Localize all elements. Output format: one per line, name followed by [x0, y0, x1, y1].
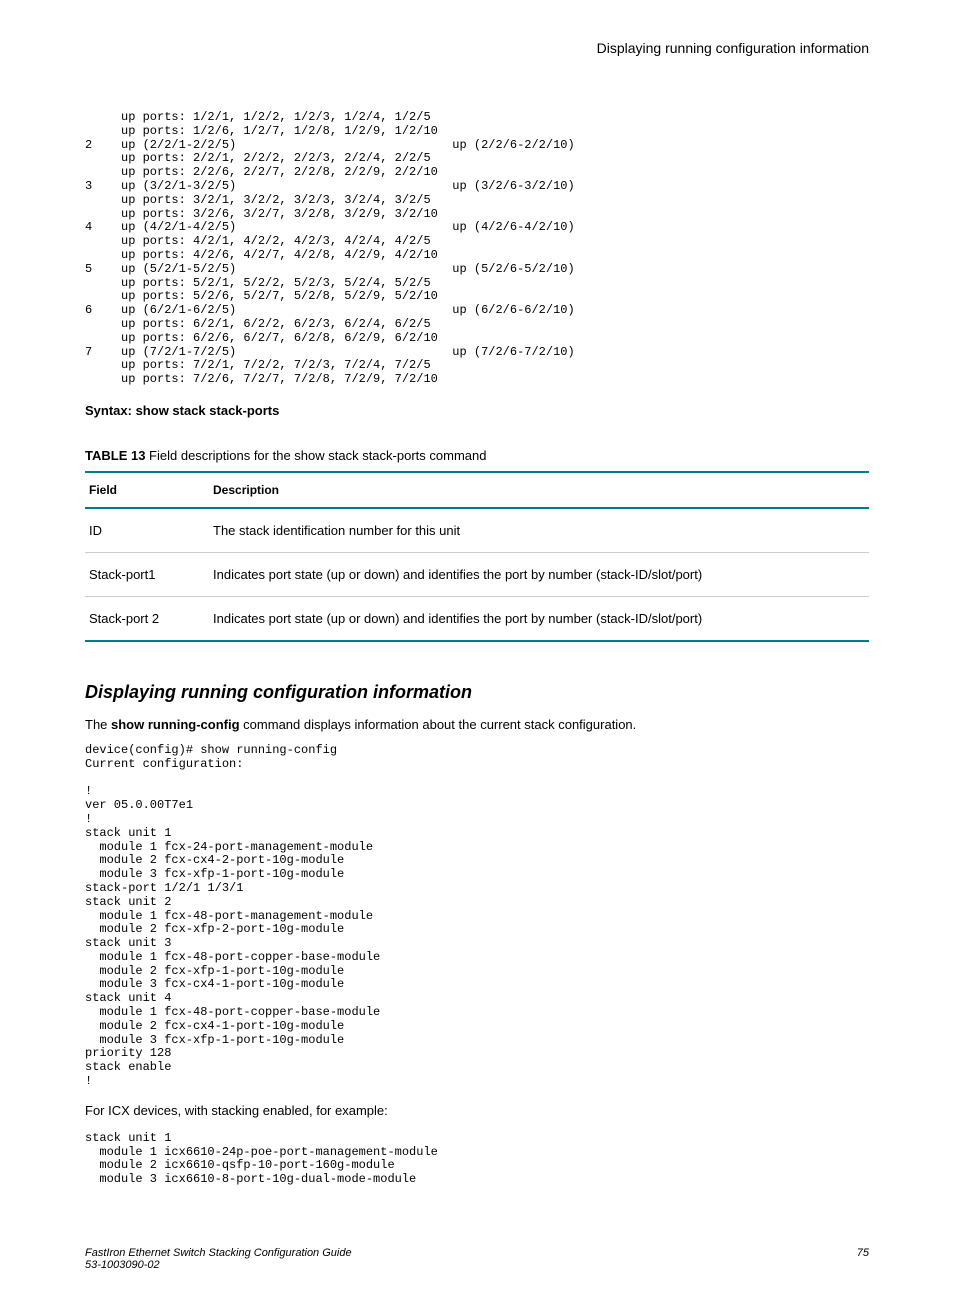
cell-field: Stack-port1: [85, 552, 209, 596]
icx-output: stack unit 1 module 1 icx6610-24p-poe-po…: [85, 1132, 869, 1187]
footer-doc-title: FastIron Ethernet Switch Stacking Config…: [85, 1247, 352, 1259]
table-row: ID The stack identification number for t…: [85, 508, 869, 553]
cell-desc: The stack identification number for this…: [209, 508, 869, 553]
footer-doc-number: 53-1003090-02: [85, 1259, 352, 1271]
section-heading: Displaying running configuration informa…: [85, 682, 869, 703]
running-config-output: device(config)# show running-config Curr…: [85, 744, 869, 1089]
section-intro: The show running-config command displays…: [85, 717, 869, 732]
syntax-line: Syntax: show stack stack-ports: [85, 403, 869, 418]
cell-field: Stack-port 2: [85, 596, 209, 641]
table-row: Stack-port 2 Indicates port state (up or…: [85, 596, 869, 641]
table13-number: TABLE 13: [85, 448, 145, 463]
intro-post: command displays information about the c…: [240, 717, 637, 732]
footer-page-number: 75: [857, 1247, 869, 1271]
table13-caption: TABLE 13 Field descriptions for the show…: [85, 448, 869, 463]
stack-ports-output: up ports: 1/2/1, 1/2/2, 1/2/3, 1/2/4, 1/…: [85, 111, 869, 387]
cell-desc: Indicates port state (up or down) and id…: [209, 596, 869, 641]
page-header-title: Displaying running configuration informa…: [85, 40, 869, 56]
icx-note: For ICX devices, with stacking enabled, …: [85, 1103, 869, 1118]
syntax-prefix: Syntax:: [85, 403, 136, 418]
table-row: Stack-port1 Indicates port state (up or …: [85, 552, 869, 596]
syntax-command: show stack stack-ports: [136, 403, 280, 418]
page-footer: FastIron Ethernet Switch Stacking Config…: [85, 1247, 869, 1271]
th-field: Field: [85, 472, 209, 508]
intro-pre: The: [85, 717, 111, 732]
cell-desc: Indicates port state (up or down) and id…: [209, 552, 869, 596]
th-description: Description: [209, 472, 869, 508]
intro-bold: show running-config: [111, 717, 240, 732]
table13: Field Description ID The stack identific…: [85, 471, 869, 642]
table13-title: Field descriptions for the show stack st…: [145, 448, 486, 463]
cell-field: ID: [85, 508, 209, 553]
